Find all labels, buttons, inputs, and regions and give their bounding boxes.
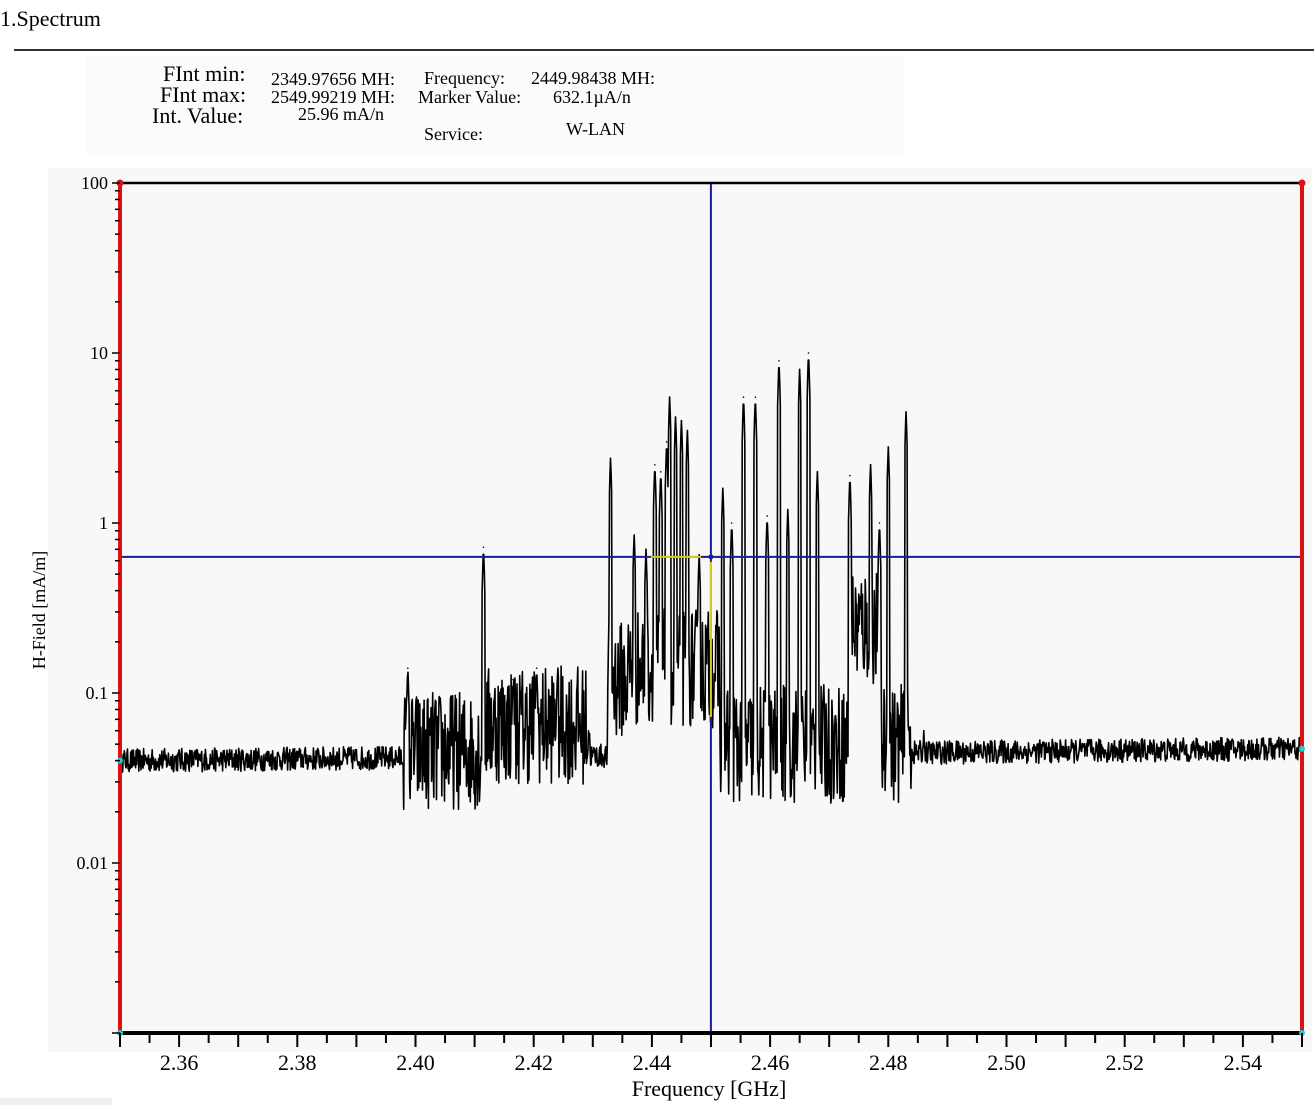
y-tick-label: 0.01 bbox=[77, 853, 109, 873]
spectrum-peak-13 bbox=[680, 419, 683, 422]
band-edge-cap-top-1 bbox=[1298, 179, 1306, 187]
spectrum-peak-31 bbox=[922, 729, 925, 732]
x-tick-label: 2.36 bbox=[160, 1050, 199, 1075]
fint-min-label: FInt min: bbox=[163, 61, 246, 86]
x-tick-label: 2.48 bbox=[869, 1050, 908, 1075]
y-tick-label: 10 bbox=[90, 343, 108, 363]
spectrum-peak-7 bbox=[645, 548, 647, 551]
x-tick-label: 2.42 bbox=[514, 1050, 553, 1075]
x-tick-label: 2.54 bbox=[1224, 1050, 1263, 1075]
int-value-value: 25.96 mA/n bbox=[298, 104, 385, 124]
marker-value-value: 632.1µA/n bbox=[553, 87, 631, 107]
spectrum-peak-23 bbox=[798, 368, 801, 371]
spectrum-peak-19 bbox=[754, 396, 757, 398]
spectrum-peak-25 bbox=[816, 471, 819, 473]
fint-min-value: 2349.97656 MH: bbox=[271, 69, 396, 89]
y-axis-label: H-Field [mA/m] bbox=[29, 551, 49, 670]
y-tick-label: 1 bbox=[99, 513, 108, 533]
info-panel bbox=[86, 56, 904, 154]
spectrum-peak-6 bbox=[633, 534, 635, 536]
service-value: W-LAN bbox=[566, 119, 625, 139]
spectrum-peak-30 bbox=[905, 411, 907, 413]
spectrum-peak-12 bbox=[674, 416, 677, 418]
spectrum-peak-0 bbox=[407, 667, 409, 669]
x-tick-label: 2.46 bbox=[751, 1050, 790, 1075]
spectrum-peak-28 bbox=[878, 522, 881, 524]
footer-strip bbox=[0, 1098, 112, 1105]
y-tick-label: 0.1 bbox=[86, 683, 109, 703]
x-tick-label: 2.38 bbox=[278, 1050, 317, 1075]
service-label: Service: bbox=[424, 124, 483, 144]
spectrum-peak-11 bbox=[668, 396, 671, 398]
y-tick-label: 100 bbox=[81, 173, 108, 193]
spectrum-peak-20 bbox=[766, 515, 768, 517]
spectrum-peak-26 bbox=[849, 474, 851, 477]
spectrum-peak-22 bbox=[787, 508, 789, 511]
spectrum-peak-8 bbox=[654, 463, 656, 466]
x-tick-label: 2.50 bbox=[987, 1050, 1026, 1075]
spectrum-peak-5 bbox=[609, 457, 612, 460]
spectrum-peak-29 bbox=[887, 446, 890, 448]
spectrum-peak-27 bbox=[869, 463, 872, 466]
spectrum-peak-15 bbox=[698, 554, 700, 556]
spectrum-peak-16 bbox=[722, 487, 724, 490]
int-value-label: Int. Value: bbox=[152, 103, 244, 128]
x-tick-label: 2.44 bbox=[633, 1050, 672, 1075]
spectrum-peak-18 bbox=[742, 396, 745, 398]
spectrum-peak-2 bbox=[512, 678, 514, 681]
section-title: 1.Spectrum bbox=[0, 6, 101, 31]
marker-point bbox=[708, 554, 714, 560]
x-tick-label: 2.40 bbox=[396, 1050, 435, 1075]
fint-max-value: 2549.99219 MH: bbox=[271, 87, 396, 107]
spectrum-peak-9 bbox=[659, 471, 662, 473]
spectrum-peak-10 bbox=[665, 441, 668, 443]
spectrum-peak-3 bbox=[535, 667, 538, 669]
spectrum-peak-17 bbox=[730, 522, 733, 524]
fint-max-label: FInt max: bbox=[160, 82, 247, 107]
x-axis-label: Frequency [GHz] bbox=[632, 1076, 787, 1101]
frequency-value: 2449.98438 MH: bbox=[531, 68, 656, 88]
marker-value-label: Marker Value: bbox=[418, 87, 522, 107]
spectrum-peak-21 bbox=[778, 359, 780, 362]
spectrum-peak-4 bbox=[556, 678, 559, 681]
spectrum-peak-14 bbox=[686, 429, 689, 432]
band-edge-trace-point-1 bbox=[1299, 745, 1305, 752]
spectrum-peak-24 bbox=[807, 352, 810, 354]
x-tick-label: 2.52 bbox=[1105, 1050, 1144, 1075]
spectrum-peak-1 bbox=[482, 546, 485, 549]
frequency-label: Frequency: bbox=[424, 68, 505, 88]
title-divider bbox=[14, 49, 1314, 51]
